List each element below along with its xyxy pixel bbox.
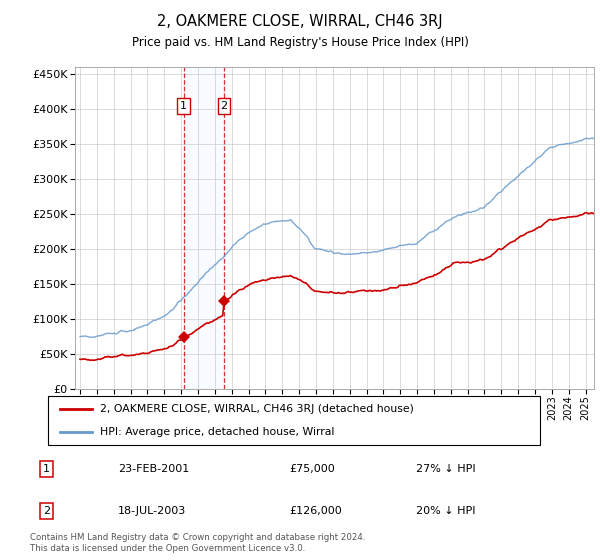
Text: HPI: Average price, detached house, Wirral: HPI: Average price, detached house, Wirr… (100, 427, 334, 437)
Text: £126,000: £126,000 (289, 506, 342, 516)
Text: £75,000: £75,000 (289, 464, 335, 474)
FancyBboxPatch shape (48, 396, 540, 445)
Text: 2: 2 (43, 506, 50, 516)
Text: 1: 1 (180, 101, 187, 111)
Text: 20% ↓ HPI: 20% ↓ HPI (416, 506, 476, 516)
Text: Contains HM Land Registry data © Crown copyright and database right 2024.
This d: Contains HM Land Registry data © Crown c… (30, 533, 365, 553)
Text: 27% ↓ HPI: 27% ↓ HPI (416, 464, 476, 474)
Text: 1: 1 (43, 464, 50, 474)
Text: 2, OAKMERE CLOSE, WIRRAL, CH46 3RJ: 2, OAKMERE CLOSE, WIRRAL, CH46 3RJ (157, 14, 443, 29)
Text: 18-JUL-2003: 18-JUL-2003 (118, 506, 187, 516)
Text: 23-FEB-2001: 23-FEB-2001 (118, 464, 190, 474)
Bar (184, 67, 224, 389)
Text: 2, OAKMERE CLOSE, WIRRAL, CH46 3RJ (detached house): 2, OAKMERE CLOSE, WIRRAL, CH46 3RJ (deta… (100, 404, 413, 414)
Text: 2: 2 (220, 101, 227, 111)
Text: Price paid vs. HM Land Registry's House Price Index (HPI): Price paid vs. HM Land Registry's House … (131, 36, 469, 49)
